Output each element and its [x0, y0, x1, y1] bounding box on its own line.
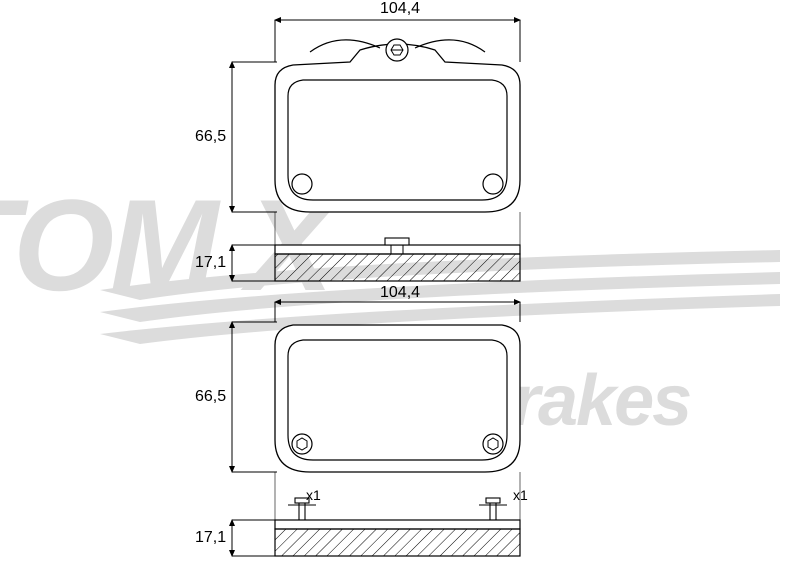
- accessory-right-label: x1: [513, 487, 528, 503]
- dim-thick-bottom: 17,1: [195, 529, 226, 547]
- bottom-pad-front: [232, 302, 520, 472]
- dim-width-bottom: 104,4: [380, 284, 420, 302]
- top-pad-front: [232, 20, 520, 212]
- dim-width-top: 104,4: [380, 0, 420, 18]
- dim-thick-top: 17,1: [195, 254, 226, 272]
- top-pad-side: [232, 212, 520, 281]
- accessory-left-label: x1: [306, 487, 321, 503]
- dim-height-top: 66,5: [195, 128, 226, 146]
- bottom-pad-side: [232, 472, 520, 556]
- dim-height-bottom: 66,5: [195, 388, 226, 406]
- accessory-bolt-right: [479, 498, 507, 520]
